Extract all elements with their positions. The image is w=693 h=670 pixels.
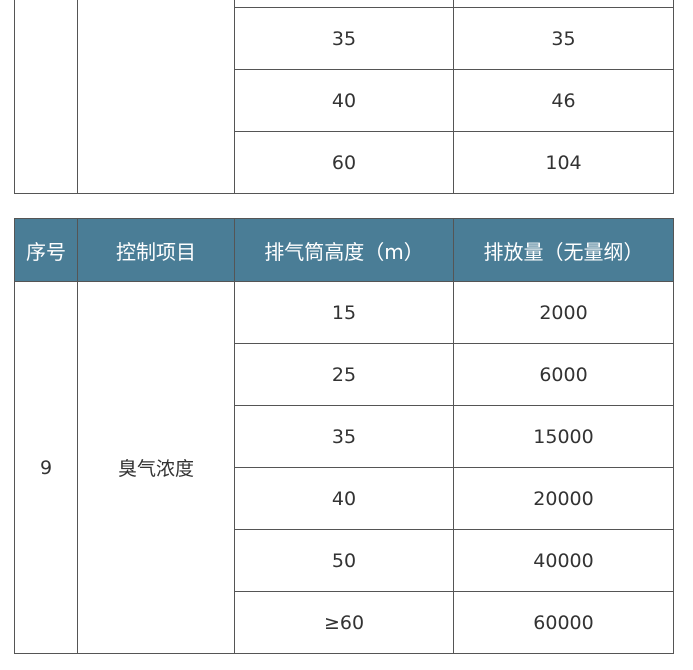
item-cell: 臭气浓度 <box>77 281 235 654</box>
table-row: 35 15000 <box>15 405 674 468</box>
emission-cell: 20000 <box>453 467 674 530</box>
height-cell: 35 <box>234 7 454 70</box>
height-cell: 25 <box>234 343 454 406</box>
table-header-row: 序号 控制项目 排气筒高度（m） 排放量（无量纲） <box>14 218 674 282</box>
table-row: ≥60 60000 <box>15 591 674 654</box>
table-row: 25 6000 <box>15 343 674 406</box>
odor-emission-table: 序号 控制项目 排气筒高度（m） 排放量（无量纲） 9 臭气浓度 15 2000 25… <box>14 218 674 654</box>
emission-cell: 2000 <box>453 281 674 344</box>
item-cell <box>77 0 235 194</box>
index-cell: 9 <box>14 281 78 654</box>
table-row <box>14 0 674 194</box>
header-item: 控制项目 <box>77 218 235 282</box>
height-cell: 40 <box>234 467 454 530</box>
height-cell: 35 <box>234 405 454 468</box>
index-cell <box>14 0 78 194</box>
height-cell: 15 <box>234 281 454 344</box>
table-row: 60 104 <box>15 131 674 194</box>
emission-table-continued: 35 35 40 46 60 104 <box>14 0 674 194</box>
emission-cell: 6000 <box>453 343 674 406</box>
header-height: 排气筒高度（m） <box>234 218 454 282</box>
emission-cell: 46 <box>453 69 674 132</box>
table-row: 9 臭气浓度 15 2000 <box>14 281 674 654</box>
header-index: 序号 <box>14 218 78 282</box>
table-row: 35 35 <box>15 7 674 70</box>
emission-cell <box>453 0 674 8</box>
height-cell: 40 <box>234 69 454 132</box>
height-cell: 50 <box>234 529 454 592</box>
height-cell <box>234 0 454 8</box>
table-row: 50 40000 <box>15 529 674 592</box>
height-cell: 60 <box>234 131 454 194</box>
table-row: 40 20000 <box>15 467 674 530</box>
header-emission: 排放量（无量纲） <box>453 218 674 282</box>
emission-cell: 104 <box>453 131 674 194</box>
height-cell: ≥60 <box>234 591 454 654</box>
emission-cell: 60000 <box>453 591 674 654</box>
emission-cell: 35 <box>453 7 674 70</box>
emission-cell: 40000 <box>453 529 674 592</box>
emission-cell: 15000 <box>453 405 674 468</box>
table-row: 40 46 <box>15 69 674 132</box>
